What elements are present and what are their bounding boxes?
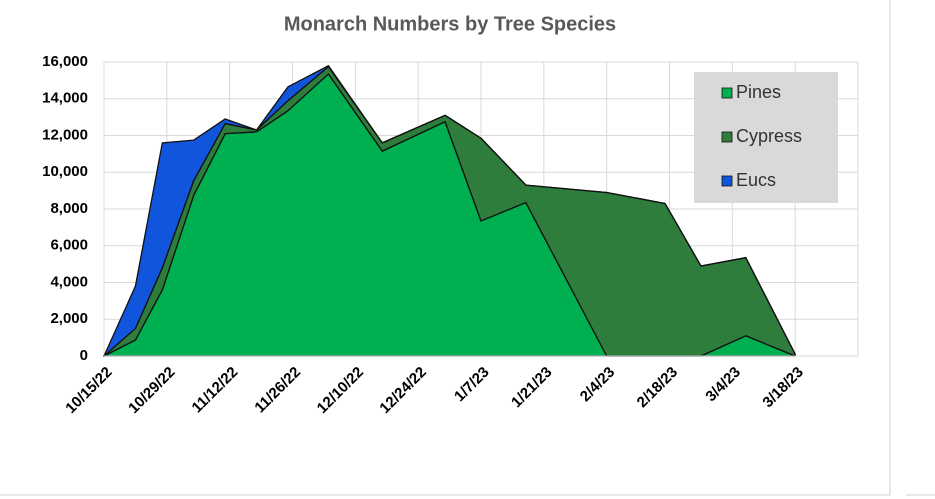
y-tick-label: 16,000 — [42, 53, 88, 70]
legend-swatch — [721, 87, 733, 99]
y-tick-label: 14,000 — [42, 90, 88, 107]
y-tick-label: 12,000 — [42, 126, 88, 143]
legend-label: Cypress — [736, 126, 802, 146]
y-tick-label: 4,000 — [50, 273, 88, 290]
area — [103, 65, 796, 357]
legend: Pines Cypress Eucs — [694, 72, 838, 203]
legend-label: Pines — [736, 82, 781, 102]
legend-box — [694, 72, 838, 203]
y-tick-label: 10,000 — [42, 163, 88, 180]
legend-label: Eucs — [736, 170, 776, 190]
legend-swatch — [721, 175, 733, 187]
y-tick-label: 0 — [80, 347, 88, 364]
legend-swatch — [721, 131, 733, 143]
y-tick-label: 2,000 — [50, 310, 88, 327]
y-tick-label: 6,000 — [50, 237, 88, 254]
chart-title: Monarch Numbers by Tree Species — [284, 13, 616, 35]
y-tick-label: 8,000 — [50, 200, 88, 217]
